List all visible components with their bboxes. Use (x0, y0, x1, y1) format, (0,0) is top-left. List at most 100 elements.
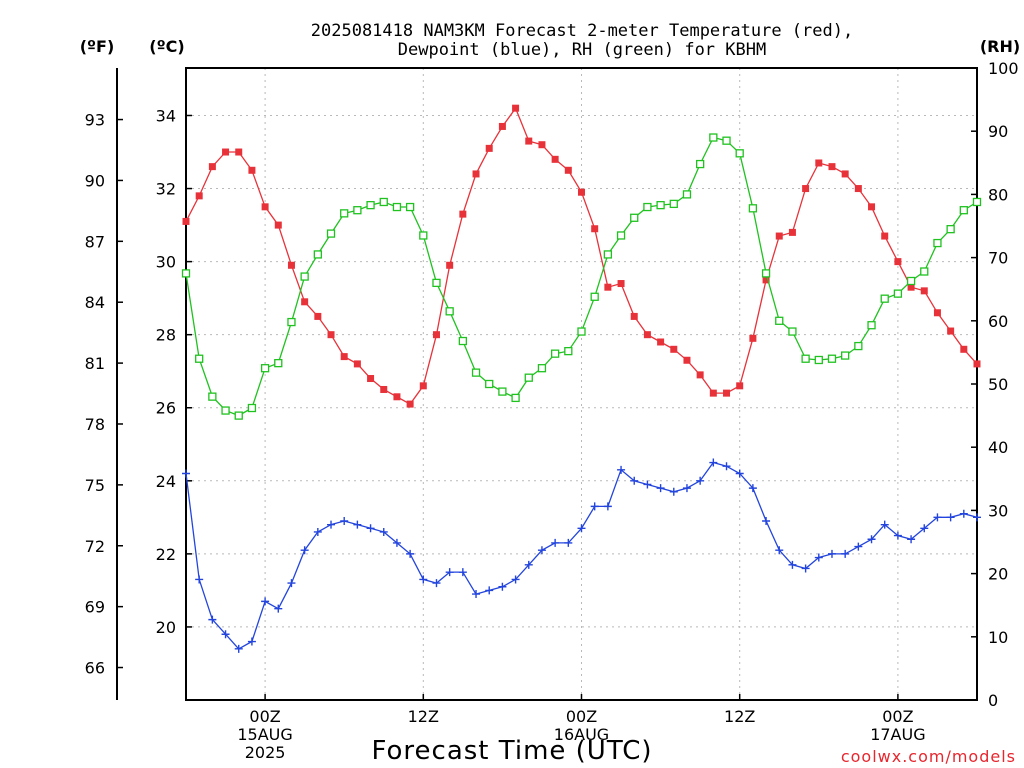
dewpoint-point (933, 513, 942, 522)
fahrenheit-tick-label: 78 (85, 415, 105, 434)
rh-point (313, 250, 322, 259)
dewpoint-point (261, 597, 270, 606)
rh-point (854, 341, 863, 351)
dewpoint-point (340, 516, 349, 525)
dewpoint-point (841, 549, 850, 558)
temperature-point (933, 309, 941, 317)
temperature-point (670, 345, 678, 353)
x-tick-label: 12Z (724, 707, 755, 726)
rh-point (748, 204, 758, 213)
dewpoint-point (353, 520, 362, 529)
temperature-point (327, 331, 335, 339)
temperature-point (551, 155, 559, 163)
rh-point (906, 276, 916, 286)
rh-point (709, 133, 718, 142)
rh-point (867, 321, 876, 330)
rh-point (537, 364, 547, 373)
chart-title-line-1: 2025081418 NAM3KM Forecast 2-meter Tempe… (311, 21, 853, 41)
rh-point (485, 379, 494, 389)
dewpoint-point (537, 546, 546, 555)
rh-point (181, 269, 191, 278)
temperature-point (630, 312, 638, 320)
temperature-point (235, 148, 243, 156)
x-tick-label: 00Z (249, 707, 280, 726)
rh-point (775, 316, 784, 325)
dewpoint-point (656, 484, 665, 493)
temperature-point (973, 360, 981, 368)
fahrenheit-tick-label: 69 (85, 598, 105, 617)
temperature-point (512, 104, 520, 112)
rh-point (524, 373, 533, 382)
rh-unit-label: (RH) (980, 37, 1020, 56)
dewpoint-point (867, 535, 876, 544)
temperature-point (353, 360, 361, 368)
rh-point (761, 269, 771, 278)
celsius-tick-label: 34 (156, 106, 176, 125)
temperature-point (248, 166, 256, 174)
fahrenheit-tick-label: 84 (85, 293, 105, 312)
temperature-point (643, 331, 651, 339)
rh-point (247, 403, 257, 413)
x-tick-label: 2025 (245, 743, 286, 762)
temperature-point (947, 327, 955, 335)
dewpoint-point (590, 502, 599, 511)
rh-point (801, 354, 810, 363)
dewpoint-point (195, 575, 204, 584)
temperature-point (881, 232, 889, 240)
dewpoint-point (221, 630, 230, 639)
temperature-point (340, 353, 348, 361)
temperature-point (749, 334, 757, 342)
dewpoint-point (577, 524, 586, 533)
temperature-point (367, 375, 375, 383)
dewpoint-point (735, 469, 744, 478)
dewpoint-point (630, 476, 639, 485)
dewpoint-point (920, 524, 929, 533)
grid-layer (186, 68, 977, 700)
temperature-point (301, 298, 309, 306)
rh-tick-label: 70 (988, 249, 1008, 268)
temperature-point (854, 185, 862, 193)
temperature-point (380, 385, 388, 393)
rh-point (590, 292, 599, 301)
rh-point (405, 202, 415, 212)
rh-point (550, 349, 560, 358)
rh-point (630, 213, 639, 222)
celsius-tick-label: 30 (156, 253, 176, 272)
rh-point (682, 190, 692, 199)
dewpoint-point (445, 568, 454, 577)
rh-point (959, 206, 968, 215)
dewpoint-point (617, 465, 626, 474)
rh-point (946, 225, 955, 234)
x-tick-label: 15AUG (237, 725, 292, 744)
dewpoint-point (893, 531, 902, 540)
dewpoint-point (498, 582, 507, 591)
rh-point (353, 206, 362, 215)
plot-frame (185, 67, 978, 701)
rh-point (392, 202, 402, 212)
dewpoint-point (814, 553, 823, 562)
series-layer (181, 104, 982, 653)
temperature-point (195, 192, 203, 200)
rh-point (208, 392, 217, 401)
temperature-point (736, 382, 744, 390)
dewpoint-point (327, 520, 336, 529)
dewpoint-point (762, 516, 771, 525)
temperature-point (894, 258, 902, 266)
rh-point (498, 387, 507, 396)
dewpoint-point (406, 549, 415, 558)
dewpoint-point (247, 637, 256, 646)
rh-point (722, 136, 731, 145)
rh-tick-label: 50 (988, 375, 1008, 394)
temperature-point (788, 228, 796, 236)
rh-point (458, 336, 468, 346)
rh-tick-label: 40 (988, 438, 1008, 457)
temperature-point (406, 400, 414, 408)
rh-point (669, 199, 678, 209)
celsius-tick-label: 26 (156, 399, 176, 418)
x-tick-label: 00Z (882, 707, 913, 726)
rh-point (379, 197, 388, 207)
temperature-point (723, 389, 731, 397)
dewpoint-point (472, 590, 481, 599)
rh-point (841, 351, 850, 360)
rh-tick-label: 100 (988, 59, 1019, 78)
